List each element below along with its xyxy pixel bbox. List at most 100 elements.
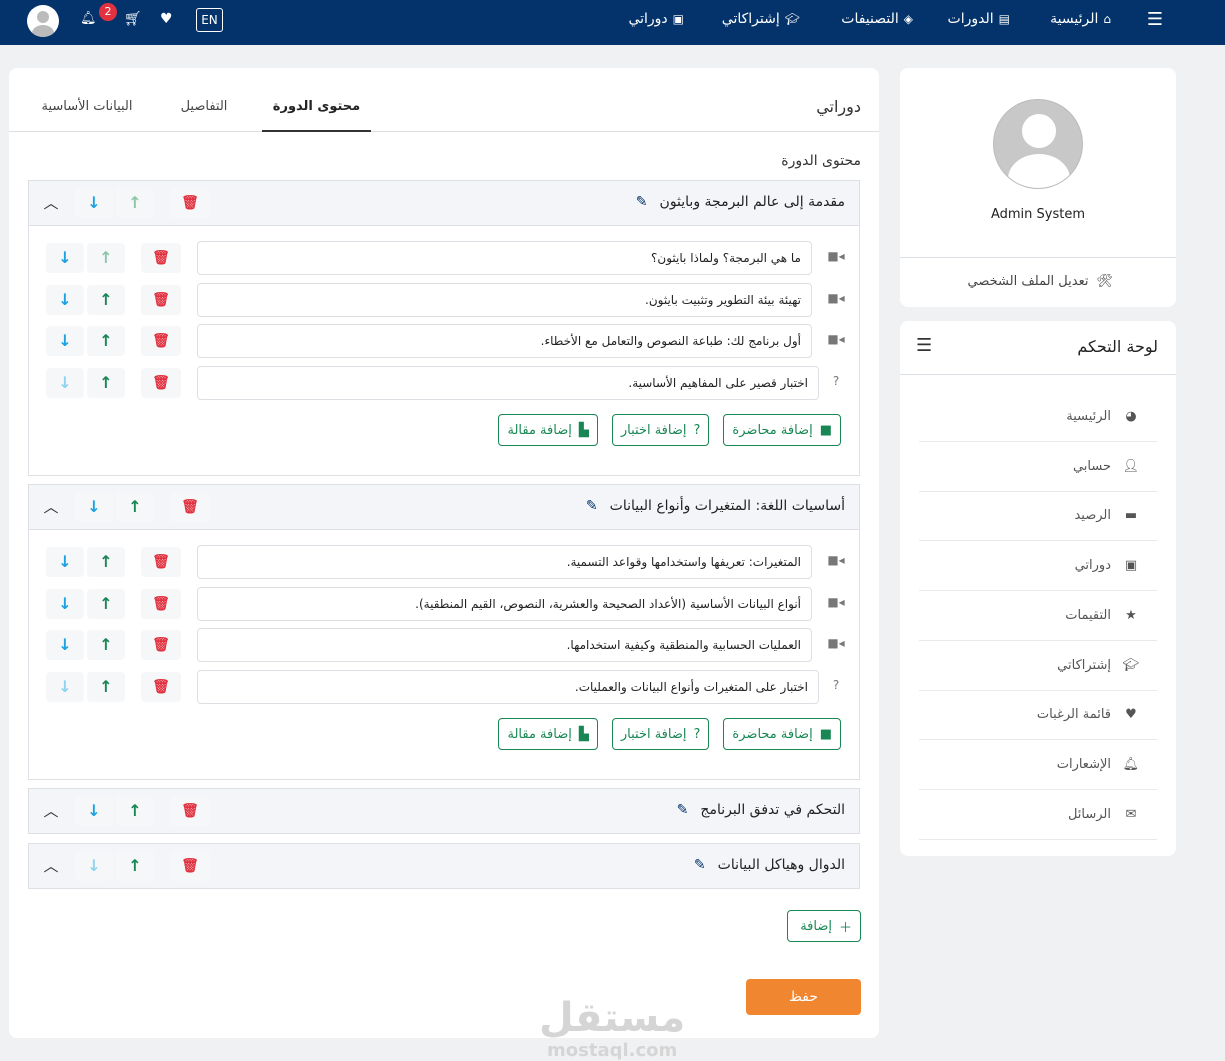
delete-button[interactable]: 🗑︎ [141, 243, 181, 273]
tab-basic-info[interactable]: البيانات الأساسية [41, 99, 133, 114]
lesson-title-input[interactable]: ما هي البرمجة؟ ولماذا بايثون؟ [197, 241, 812, 275]
lesson-title-input[interactable]: اختبار على المتغيرات وأنواع البيانات وال… [197, 669, 819, 704]
edit-icon[interactable]: ✎ [635, 194, 648, 210]
lesson-title-input[interactable]: العمليات الحسابية والمنطقية وكيفية استخد… [197, 628, 812, 662]
move-up-button[interactable]: ↑ [87, 326, 125, 356]
move-down-button[interactable]: ↓ [46, 547, 84, 577]
section-title-wrap: أساسيات اللغة: المتغيرات وأنواع البيانات… [586, 498, 845, 514]
lesson-row: تهيئة بيئة التطوير وتثبيت بايثون. ■◂ 🗑︎ ↑ ↓ [29, 282, 859, 317]
tab-course-content[interactable]: محتوى الدورة [262, 99, 371, 132]
delete-button[interactable]: 🗑︎ [141, 367, 181, 398]
move-down-button[interactable]: ↓ [46, 326, 84, 356]
move-down-button[interactable]: ↓ [46, 671, 84, 702]
move-up-button[interactable]: ↑ [116, 188, 154, 218]
add-label: إضافة [800, 918, 832, 934]
collapse-toggle-icon[interactable]: ︿ [43, 498, 59, 516]
lesson-title-input[interactable]: المتغيرات: تعريفها واستخدامها وقواعد الت… [197, 545, 812, 579]
delete-button[interactable]: 🗑︎ [170, 796, 210, 826]
question-icon: ? [693, 726, 701, 742]
sidebar-item[interactable]: ▣ دوراتي [919, 541, 1157, 592]
sidebar-item[interactable]: ✉ الرسائل [919, 790, 1157, 840]
nav-subscriptions[interactable]: 🎓︎ إشتراكاتي [722, 11, 800, 27]
delete-button[interactable]: 🗑︎ [141, 630, 181, 660]
lesson-title-input[interactable]: تهيئة بيئة التطوير وتثبيت بايثون. [197, 282, 812, 317]
move-down-button[interactable]: ↓ [46, 284, 84, 315]
lesson-title-input[interactable]: أنواع البيانات الأساسية (الأعداد الصحيحة… [197, 586, 812, 621]
cart-icon[interactable]: 🛒︎ [124, 11, 142, 27]
section-header: الدوال وهياكل البيانات ✎ 🗑︎ ↑ ↓ ︿ [29, 844, 859, 889]
divider [900, 257, 1176, 258]
collapse-toggle-icon[interactable]: ︿ [43, 857, 59, 875]
save-button[interactable]: حفظ [746, 979, 861, 1015]
move-down-button[interactable]: ↓ [75, 188, 113, 218]
add-section-button[interactable]: ＋ إضافة [787, 910, 861, 942]
move-down-button[interactable]: ↓ [46, 243, 84, 273]
add-quiz-button[interactable]: ? إضافة اختبار [611, 718, 710, 750]
delete-button[interactable]: 🗑︎ [141, 326, 181, 356]
move-down-button[interactable]: ↓ [46, 367, 84, 398]
hamburger-icon[interactable]: ☰ [916, 335, 933, 356]
move-up-button[interactable]: ↑ [87, 630, 125, 660]
bell-icon[interactable]: 🔔︎ [80, 11, 97, 26]
lesson-row: العمليات الحسابية والمنطقية وكيفية استخد… [29, 628, 859, 662]
tab-details[interactable]: التفاصيل [180, 99, 228, 114]
collapse-toggle-icon[interactable]: ︿ [43, 194, 59, 212]
user-avatar[interactable] [27, 5, 59, 37]
move-up-button[interactable]: ↑ [87, 367, 125, 398]
collapse-toggle-icon[interactable]: ︿ [43, 802, 59, 820]
section-title-wrap: الدوال وهياكل البيانات ✎ [694, 857, 845, 873]
move-up-button[interactable]: ↑ [87, 671, 125, 702]
nav-home[interactable]: ⌂ الرئيسية [1050, 11, 1111, 27]
sidebar-item[interactable]: ▬ الرصيد [919, 491, 1157, 542]
move-up-button[interactable]: ↑ [87, 547, 125, 577]
sidebar-item[interactable]: ★ التقيمات [919, 591, 1157, 641]
add-lecture-button[interactable]: ■ إضافة محاضرة [723, 414, 841, 446]
lesson-row: اختبار قصير على المفاهيم الأساسية.? 🗑︎ ↑ ↓ [29, 365, 859, 400]
sidebar-item[interactable]: ♥ قائمة الرغبات [919, 690, 1157, 741]
edit-profile-link[interactable]: 🛠︎ تعديل الملف الشخصي [968, 274, 1113, 289]
lesson-title-input[interactable]: اختبار قصير على المفاهيم الأساسية. [197, 365, 819, 400]
lesson-title-input[interactable]: أول برنامج لك: طباعة النصوص والتعامل مع … [197, 324, 812, 358]
section-header: مقدمة إلى عالم البرمجة وبايثون ✎ 🗑︎ ↑ ↓ ︿ [29, 181, 859, 226]
move-up-button[interactable]: ↑ [87, 243, 125, 273]
heart-icon[interactable]: ♥ [160, 11, 173, 27]
language-switch[interactable]: EN [196, 8, 223, 32]
move-up-button[interactable]: ↑ [116, 492, 154, 522]
delete-button[interactable]: 🗑︎ [141, 671, 181, 702]
delete-button[interactable]: 🗑︎ [170, 851, 210, 881]
edit-icon[interactable]: ✎ [693, 857, 706, 873]
edit-icon[interactable]: ✎ [585, 498, 598, 514]
nav-categories[interactable]: ◈ التصنيفات [841, 11, 913, 27]
move-down-button[interactable]: ↓ [75, 851, 113, 881]
nav-my-courses[interactable]: ▣ دوراتي [628, 11, 684, 27]
delete-button[interactable]: 🗑︎ [170, 492, 210, 522]
menu-toggle-icon[interactable]: ☰ [1146, 9, 1163, 30]
delete-button[interactable]: 🗑︎ [141, 588, 181, 619]
move-up-button[interactable]: ↑ [116, 796, 154, 826]
move-down-button[interactable]: ↓ [75, 492, 113, 522]
lesson-row: ما هي البرمجة؟ ولماذا بايثون؟ ■◂ 🗑︎ ↑ ↓ [29, 241, 859, 275]
move-up-button[interactable]: ↑ [87, 588, 125, 619]
move-up-button[interactable]: ↑ [116, 851, 154, 881]
move-up-button[interactable]: ↑ [87, 284, 125, 315]
delete-button[interactable]: 🗑︎ [141, 547, 181, 577]
move-down-button[interactable]: ↓ [46, 588, 84, 619]
add-lecture-button[interactable]: ■ إضافة محاضرة [723, 718, 841, 750]
move-down-button[interactable]: ↓ [75, 796, 113, 826]
edit-icon[interactable]: ✎ [676, 802, 689, 818]
add-quiz-button[interactable]: ? إضافة اختبار [611, 414, 710, 446]
move-down-button[interactable]: ↓ [46, 630, 84, 660]
lesson-row: أنواع البيانات الأساسية (الأعداد الصحيحة… [29, 586, 859, 621]
add-article-button[interactable]: ▙ إضافة مقالة [498, 718, 598, 750]
file-icon: ▙ [578, 726, 589, 742]
delete-button[interactable]: 🗑︎ [141, 284, 181, 315]
nav-label: الدورات [947, 11, 994, 27]
add-article-button[interactable]: ▙ إضافة مقالة [498, 414, 598, 446]
sidebar-item[interactable]: ◕ الرئيسية [919, 392, 1157, 442]
sidebar-item[interactable]: 🔔︎ الإشعارات [919, 740, 1157, 790]
nav-courses[interactable]: ▤ الدورات [948, 11, 1010, 27]
delete-button[interactable]: 🗑︎ [170, 188, 210, 218]
sidebar-item[interactable]: 🎓︎ إشتراكاتي [919, 641, 1157, 691]
sidebar-item[interactable]: 👤︎ حسابي [919, 442, 1157, 492]
video-icon: ■◂ [827, 290, 845, 305]
